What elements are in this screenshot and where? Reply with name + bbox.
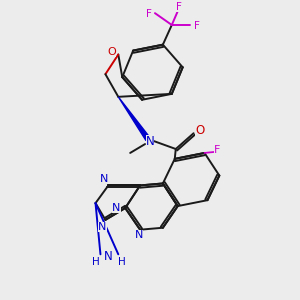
Text: F: F — [194, 21, 200, 31]
Text: F: F — [214, 145, 220, 155]
Text: N: N — [100, 173, 109, 184]
Polygon shape — [118, 97, 150, 141]
Text: O: O — [107, 46, 116, 56]
Text: F: F — [176, 2, 182, 12]
Text: O: O — [195, 124, 204, 137]
Text: N: N — [104, 250, 113, 263]
Text: N: N — [98, 222, 106, 232]
Text: N: N — [135, 230, 143, 240]
Text: N: N — [146, 135, 154, 148]
Text: N: N — [112, 203, 121, 213]
Text: H: H — [92, 257, 99, 267]
Text: H: H — [118, 257, 126, 267]
Text: F: F — [146, 9, 152, 19]
